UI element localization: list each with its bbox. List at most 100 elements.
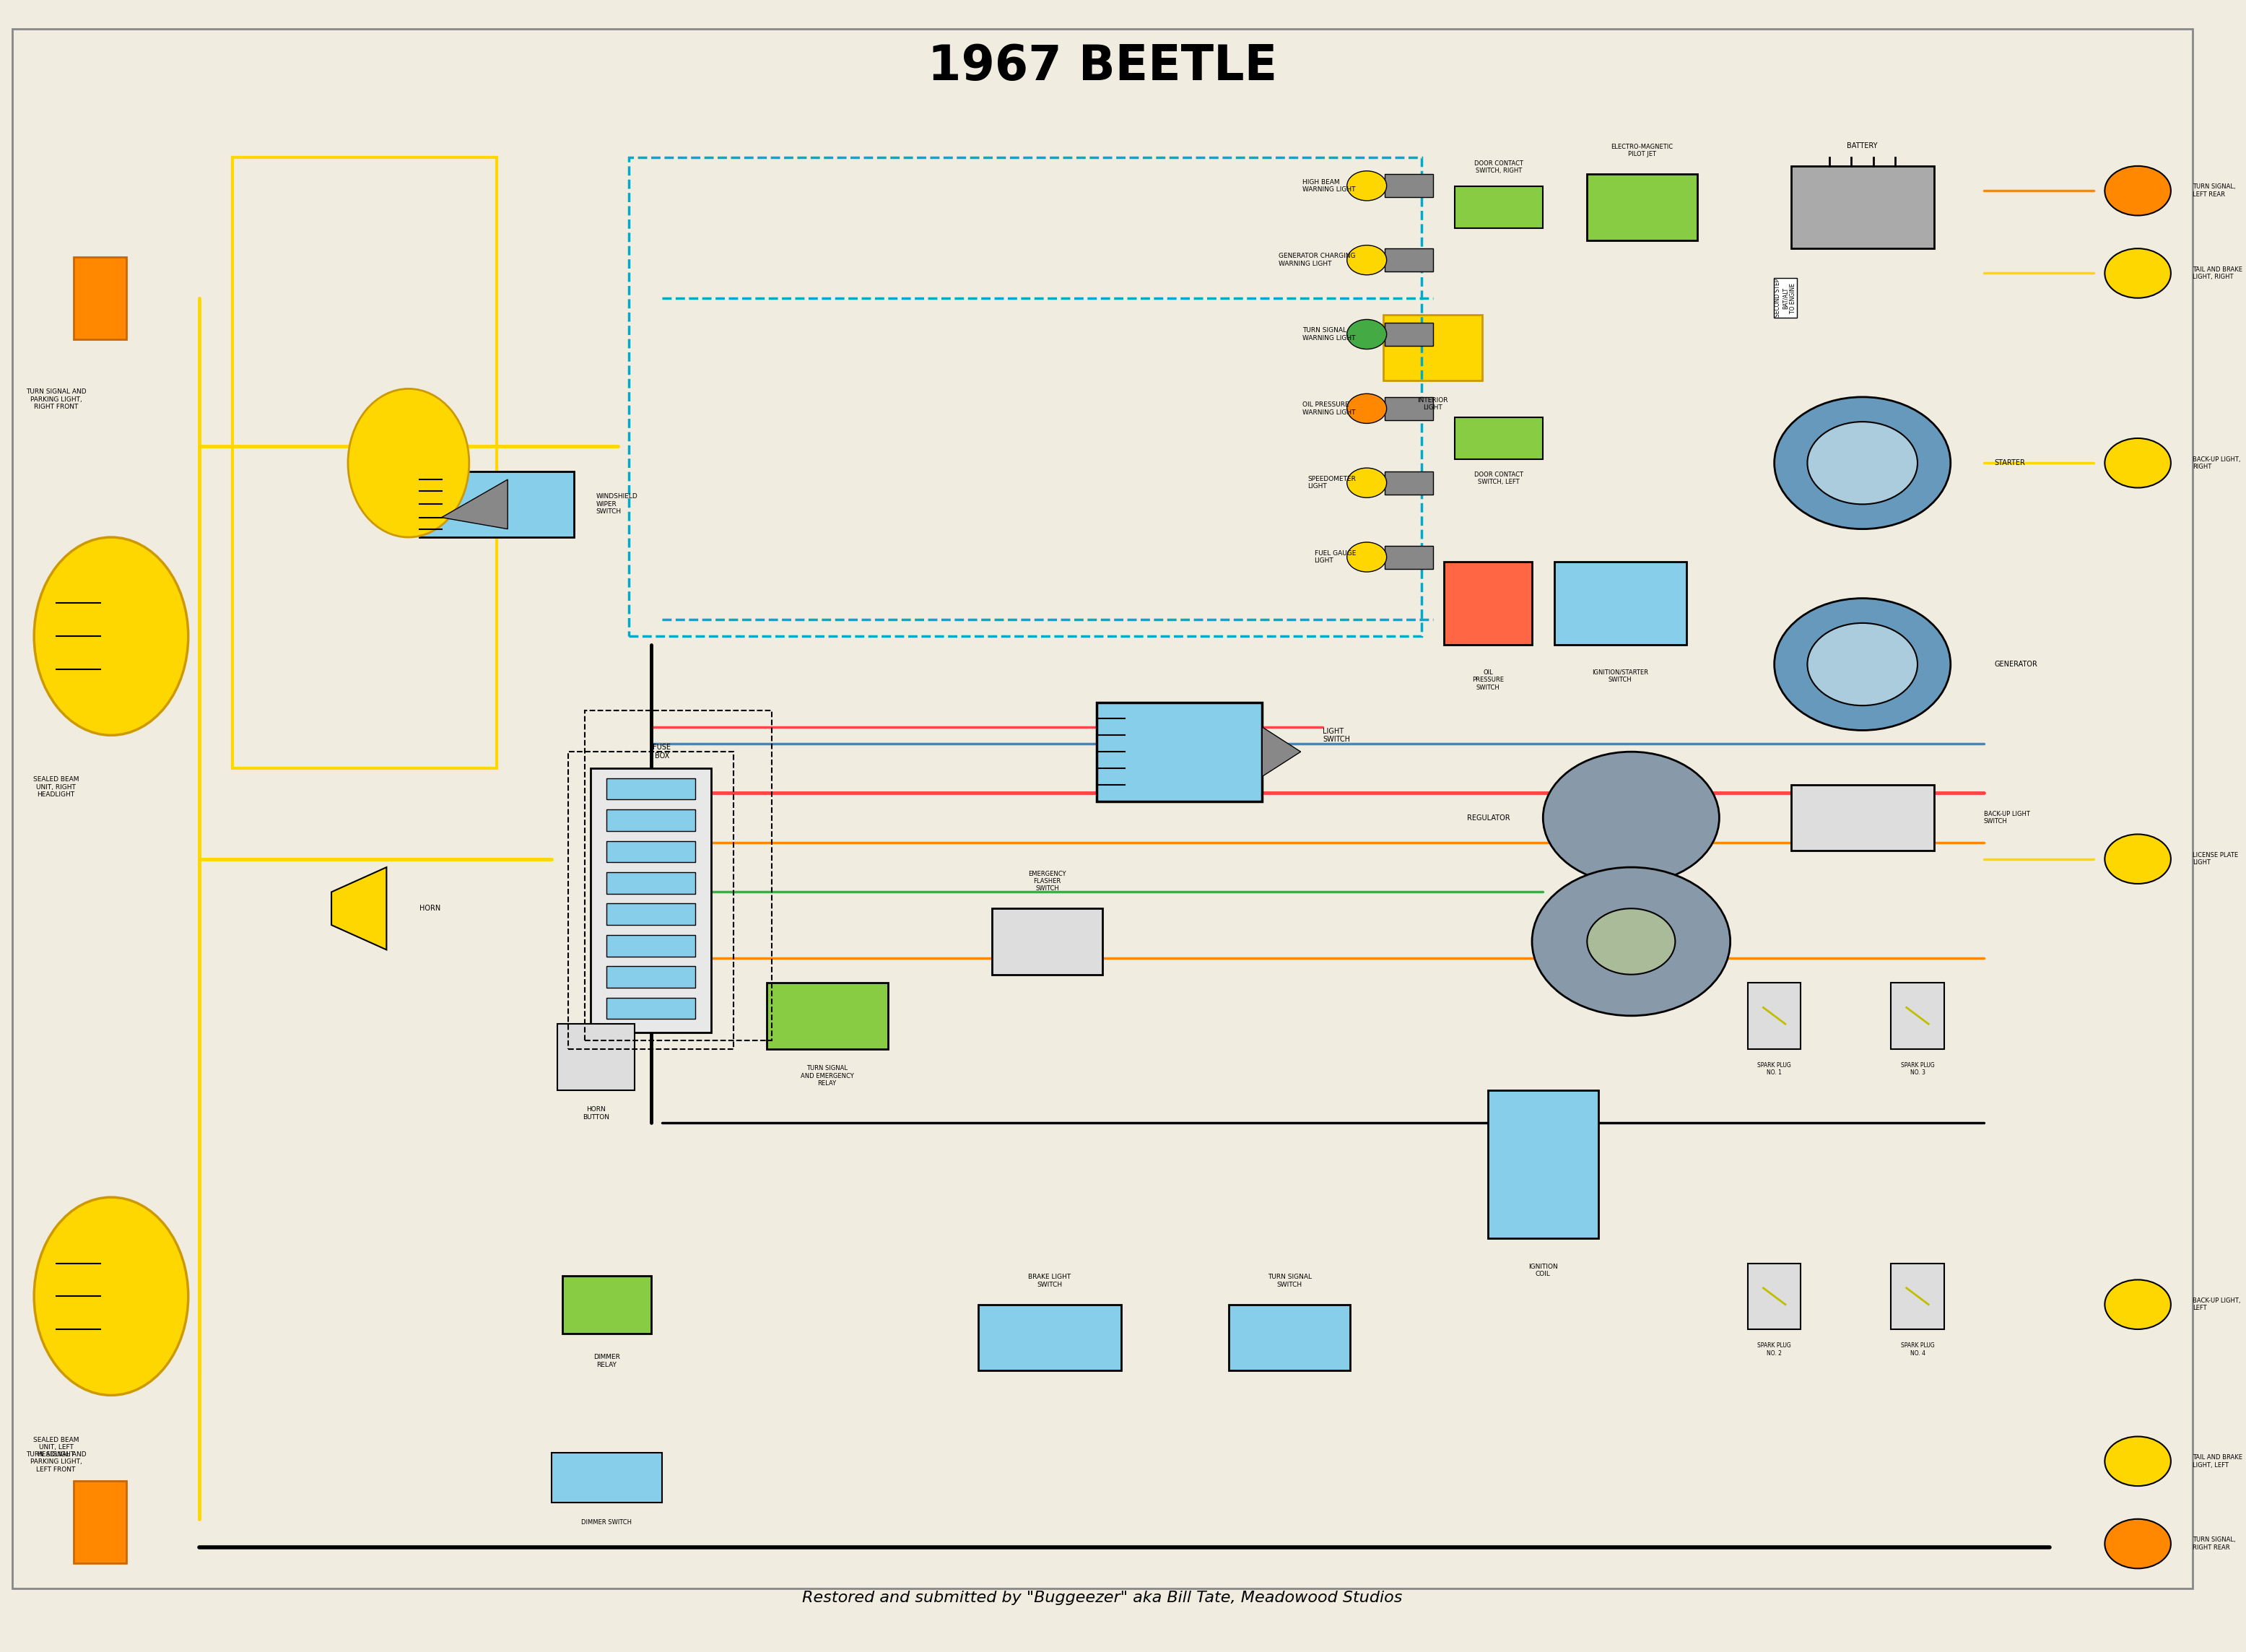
Text: EMERGENCY
FLASHER
SWITCH: EMERGENCY FLASHER SWITCH: [1029, 871, 1067, 892]
Text: GENERATOR CHARGING
WARNING LIGHT: GENERATOR CHARGING WARNING LIGHT: [1278, 253, 1357, 268]
Bar: [553, 1454, 663, 1503]
Text: TURN SIGNAL,
RIGHT REAR: TURN SIGNAL, RIGHT REAR: [2192, 1536, 2237, 1551]
Text: BACK-UP LIGHT,
RIGHT: BACK-UP LIGHT, RIGHT: [2192, 456, 2242, 471]
Text: TURN SIGNAL AND
PARKING LIGHT,
LEFT FRONT: TURN SIGNAL AND PARKING LIGHT, LEFT FRON…: [27, 1450, 85, 1474]
Circle shape: [1348, 542, 1386, 572]
Bar: [74, 256, 126, 339]
Bar: [606, 809, 694, 831]
Bar: [231, 157, 496, 768]
Circle shape: [1774, 396, 1950, 529]
Bar: [1455, 418, 1543, 459]
Text: TURN SIGNAL
SWITCH: TURN SIGNAL SWITCH: [1267, 1274, 1312, 1289]
Bar: [606, 904, 694, 925]
Text: TURN SIGNAL
AND EMERGENCY
RELAY: TURN SIGNAL AND EMERGENCY RELAY: [800, 1066, 853, 1087]
Bar: [1384, 173, 1433, 197]
Text: WINDSHIELD
WIPER
SWITCH: WINDSHIELD WIPER SWITCH: [595, 494, 638, 515]
Text: SEALED BEAM
UNIT, LEFT
HEADLIGHT: SEALED BEAM UNIT, LEFT HEADLIGHT: [34, 1437, 79, 1459]
Text: TURN SIGNAL
WARNING LIGHT: TURN SIGNAL WARNING LIGHT: [1303, 327, 1357, 342]
Circle shape: [1543, 752, 1718, 884]
Polygon shape: [442, 479, 508, 529]
Text: HORN
BUTTON: HORN BUTTON: [582, 1107, 609, 1120]
Text: BACK-UP LIGHT,
LEFT: BACK-UP LIGHT, LEFT: [2192, 1297, 2242, 1312]
Text: FUSE
BOX: FUSE BOX: [654, 743, 672, 760]
Text: BRAKE LIGHT
SWITCH: BRAKE LIGHT SWITCH: [1029, 1274, 1071, 1289]
Text: OIL
PRESSURE
SWITCH: OIL PRESSURE SWITCH: [1471, 669, 1505, 691]
Bar: [606, 872, 694, 894]
Bar: [1554, 562, 1687, 644]
Bar: [1790, 165, 1934, 248]
Bar: [1588, 173, 1698, 240]
Text: SEALED BEAM
UNIT, RIGHT
HEADLIGHT: SEALED BEAM UNIT, RIGHT HEADLIGHT: [34, 776, 79, 798]
Bar: [1790, 785, 1934, 851]
Bar: [1384, 314, 1482, 380]
Bar: [606, 778, 694, 800]
Text: BACK-UP LIGHT
SWITCH: BACK-UP LIGHT SWITCH: [1983, 811, 2030, 824]
Text: TURN SIGNAL AND
PARKING LIGHT,
RIGHT FRONT: TURN SIGNAL AND PARKING LIGHT, RIGHT FRO…: [27, 388, 85, 410]
Bar: [591, 768, 712, 1032]
Polygon shape: [332, 867, 386, 950]
Bar: [993, 909, 1103, 975]
Circle shape: [1532, 867, 1729, 1016]
Text: SPARK PLUG
NO. 4: SPARK PLUG NO. 4: [1900, 1343, 1934, 1356]
Text: LIGHT
SWITCH: LIGHT SWITCH: [1323, 727, 1350, 743]
Text: SECOND STEP
BAT/ALT
TO ENGINE: SECOND STEP BAT/ALT TO ENGINE: [1774, 279, 1797, 317]
Text: HIGH BEAM
WARNING LIGHT: HIGH BEAM WARNING LIGHT: [1303, 178, 1357, 193]
Circle shape: [2105, 1437, 2172, 1487]
Circle shape: [1348, 244, 1386, 274]
Bar: [1384, 396, 1433, 420]
Bar: [564, 1275, 651, 1333]
Circle shape: [1808, 623, 1918, 705]
Text: SPARK PLUG
NO. 3: SPARK PLUG NO. 3: [1900, 1062, 1934, 1075]
Circle shape: [1808, 421, 1918, 504]
Bar: [977, 1305, 1121, 1371]
Text: INTERIOR
LIGHT: INTERIOR LIGHT: [1417, 396, 1449, 411]
Bar: [1455, 187, 1543, 228]
Text: STARTER: STARTER: [1994, 459, 2026, 466]
Bar: [1384, 322, 1433, 345]
Text: GENERATOR: GENERATOR: [1994, 661, 2037, 667]
Bar: [568, 752, 734, 1049]
Bar: [1384, 545, 1433, 568]
Text: SPARK PLUG
NO. 1: SPARK PLUG NO. 1: [1756, 1062, 1792, 1075]
Text: DIMMER
RELAY: DIMMER RELAY: [593, 1355, 620, 1368]
Bar: [1096, 702, 1262, 801]
Polygon shape: [1262, 727, 1300, 776]
Text: IGNITION/STARTER
SWITCH: IGNITION/STARTER SWITCH: [1592, 669, 1649, 684]
Bar: [629, 157, 1422, 636]
Bar: [606, 841, 694, 862]
Text: BATTERY: BATTERY: [1846, 142, 1878, 149]
Ellipse shape: [34, 537, 189, 735]
Text: IGNITION
COIL: IGNITION COIL: [1527, 1264, 1559, 1277]
Bar: [74, 1482, 126, 1563]
Circle shape: [2105, 248, 2172, 297]
Bar: [584, 710, 773, 1041]
Bar: [606, 998, 694, 1019]
Bar: [606, 966, 694, 988]
Text: Restored and submitted by "Buggeezer" aka Bill Tate, Meadowood Studios: Restored and submitted by "Buggeezer" ak…: [802, 1591, 1402, 1604]
Bar: [557, 1024, 633, 1090]
Bar: [766, 983, 887, 1049]
Text: LICENSE PLATE
LIGHT: LICENSE PLATE LIGHT: [2192, 852, 2239, 866]
Bar: [1891, 983, 1945, 1049]
Text: TURN SIGNAL,
LEFT REAR: TURN SIGNAL, LEFT REAR: [2192, 183, 2237, 198]
Bar: [606, 935, 694, 957]
Text: SPARK PLUG
NO. 2: SPARK PLUG NO. 2: [1756, 1343, 1792, 1356]
Bar: [1384, 248, 1433, 271]
Text: 1967 BEETLE: 1967 BEETLE: [928, 43, 1278, 89]
Bar: [1229, 1305, 1350, 1371]
Circle shape: [1348, 170, 1386, 200]
Ellipse shape: [34, 1198, 189, 1396]
Circle shape: [2105, 834, 2172, 884]
Text: FUEL GAUGE
LIGHT: FUEL GAUGE LIGHT: [1314, 550, 1357, 563]
Circle shape: [2105, 165, 2172, 215]
Text: OIL PRESSURE
WARNING LIGHT: OIL PRESSURE WARNING LIGHT: [1303, 401, 1357, 416]
Circle shape: [1774, 598, 1950, 730]
Ellipse shape: [348, 388, 469, 537]
Bar: [1747, 1264, 1801, 1330]
Bar: [1747, 983, 1801, 1049]
Circle shape: [2105, 438, 2172, 487]
Text: ELECTRO-MAGNETIC
PILOT JET: ELECTRO-MAGNETIC PILOT JET: [1610, 144, 1673, 157]
Circle shape: [1348, 319, 1386, 349]
Circle shape: [1348, 393, 1386, 423]
Bar: [1487, 1090, 1599, 1239]
